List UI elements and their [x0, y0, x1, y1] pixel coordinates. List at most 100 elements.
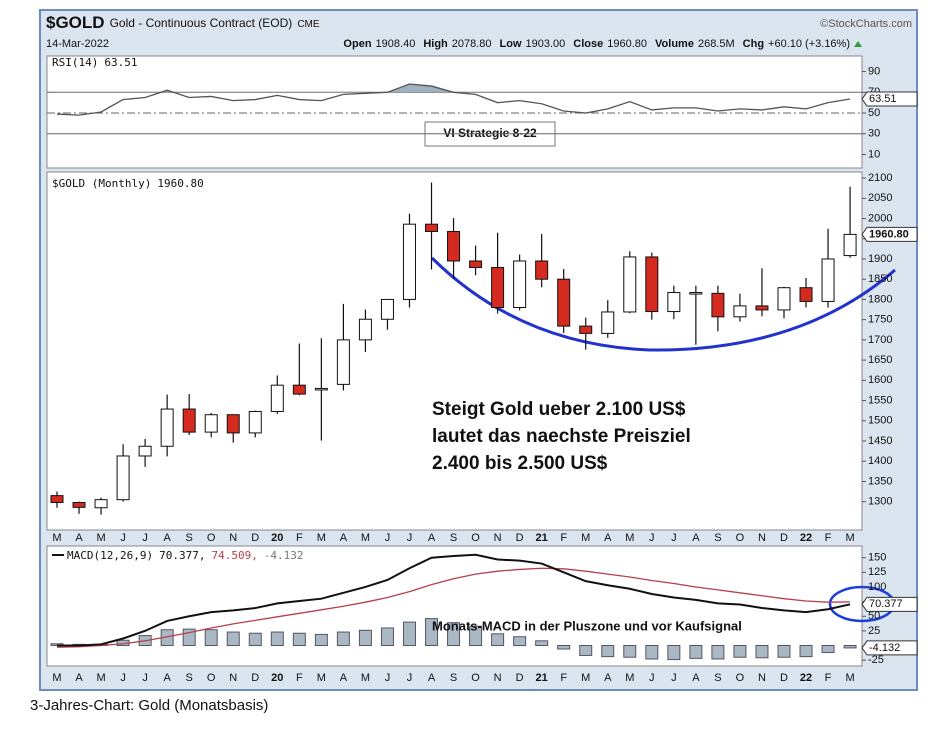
y-tick-label: 150	[868, 552, 886, 564]
histogram-bar	[579, 645, 593, 656]
x-tick-label: M	[581, 532, 590, 544]
candle-body	[358, 318, 372, 341]
x-tick-label: A	[692, 532, 700, 544]
x-tick-label: F	[296, 672, 303, 684]
histogram-bar	[491, 633, 505, 647]
x-tick-label: N	[758, 532, 766, 544]
x-tick-label: M	[361, 672, 370, 684]
x-tick-label: N	[494, 672, 502, 684]
x-tick-label: O	[207, 672, 216, 684]
x-tick-label: M	[96, 672, 105, 684]
histogram-bar	[469, 625, 483, 647]
x-tick-label: N	[758, 672, 766, 684]
text-part: Chg	[743, 38, 764, 50]
candle-body	[72, 501, 86, 508]
x-tick-label: M	[581, 672, 590, 684]
candle-body	[535, 260, 549, 280]
x-tick-label: S	[186, 672, 193, 684]
x-tick-label: J	[671, 532, 677, 544]
macd-line	[57, 553, 851, 647]
histogram-bar	[689, 645, 703, 659]
text-part: Volume	[655, 38, 694, 50]
x-tick-label: J	[385, 672, 391, 684]
x-tick-label: N	[229, 672, 237, 684]
y-tick-label: 50	[868, 610, 880, 622]
y-tick-label: 1850	[868, 273, 892, 285]
x-tick-label: M	[52, 532, 61, 544]
x-tick-label: M	[96, 532, 105, 544]
histogram-bar	[402, 621, 416, 647]
candle-body	[689, 292, 703, 295]
text-part: 74.509,	[211, 549, 257, 562]
y-tick-label: 1600	[868, 374, 892, 386]
histogram-bar	[623, 645, 637, 658]
text-part: Close	[573, 38, 603, 50]
x-tick-label: M	[317, 532, 326, 544]
value-tag	[861, 91, 918, 107]
x-tick-label: A	[428, 532, 436, 544]
panel-title: RSI(14) 63.51	[52, 56, 137, 69]
histogram-bar	[755, 645, 769, 659]
candle-body	[336, 339, 350, 385]
histogram-bar	[248, 632, 262, 647]
x-tick-label: J	[649, 672, 655, 684]
x-tick-label: J	[142, 532, 148, 544]
candle-body	[667, 292, 681, 313]
x-tick-label: N	[494, 532, 502, 544]
text-part: 1960.80	[157, 177, 203, 190]
y-tick-label: 125	[868, 566, 886, 578]
text-part: +60.10 (+3.16%)	[768, 38, 850, 50]
x-tick-label: O	[471, 532, 480, 544]
candle-body	[226, 414, 240, 434]
value-tag-label: 1960.80	[869, 228, 909, 240]
rsi-panel	[46, 55, 863, 169]
price-annotation: lautet das naechste Preisziel	[432, 426, 691, 447]
value-tag-label: 70.377	[869, 598, 903, 610]
x-tick-label: J	[671, 672, 677, 684]
x-tick-label: S	[714, 672, 721, 684]
text-part: Low	[500, 38, 522, 50]
x-tick-label: A	[692, 672, 700, 684]
x-tick-label: 21	[536, 672, 548, 684]
y-tick-label: 30	[868, 128, 880, 140]
x-tick-label: O	[471, 672, 480, 684]
histogram-bar	[667, 645, 681, 661]
x-tick-label: J	[649, 532, 655, 544]
x-tick-label: A	[604, 532, 612, 544]
histogram-bar	[513, 636, 527, 647]
y-tick-label: 1900	[868, 253, 892, 265]
candle-body	[557, 278, 571, 327]
text-part: $GOLD	[46, 13, 105, 32]
x-tick-label: J	[407, 672, 413, 684]
candle-body	[50, 495, 64, 503]
histogram-bar	[292, 632, 306, 647]
value-tag	[861, 226, 918, 242]
y-tick-label: 1700	[868, 334, 892, 346]
price-annotation: Steigt Gold ueber 2.100 US$	[432, 399, 686, 420]
x-tick-label: J	[385, 532, 391, 544]
text-part: 268.5M	[698, 38, 735, 50]
x-tick-label: A	[75, 672, 83, 684]
candle-body	[425, 223, 439, 232]
value-tag	[861, 640, 918, 656]
candle-body	[138, 445, 152, 457]
y-tick-label: 10	[868, 148, 880, 160]
candle-body	[799, 287, 813, 302]
candle-body	[733, 305, 747, 318]
x-tick-label: A	[163, 672, 171, 684]
histogram-bar	[799, 645, 813, 658]
panel-title: MACD(12,26,9) 70.377, 74.509, -4.132	[67, 549, 304, 562]
x-tick-label: 21	[536, 532, 548, 544]
candle-body	[94, 499, 108, 509]
histogram-bar	[226, 631, 240, 647]
date: 14-Mar-2022	[46, 38, 109, 50]
up-arrow	[854, 41, 862, 47]
y-tick-label: 2050	[868, 192, 892, 204]
x-tick-label: F	[825, 532, 832, 544]
candle-body	[623, 256, 637, 313]
rsi-line	[56, 83, 851, 116]
histogram-bar	[557, 645, 571, 650]
histogram-bar	[447, 622, 461, 647]
x-tick-label: A	[340, 532, 348, 544]
x-tick-label: M	[845, 672, 854, 684]
